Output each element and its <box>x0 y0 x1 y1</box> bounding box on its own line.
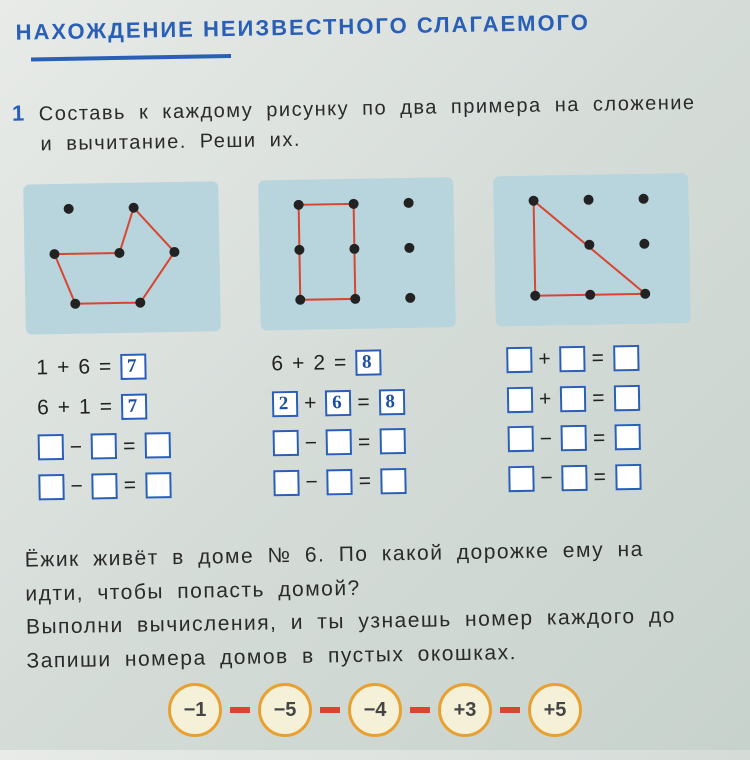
answer-box <box>561 425 587 451</box>
task-number: 1 <box>12 101 26 126</box>
operation-bubble: −5 <box>258 683 312 737</box>
answer-box <box>92 473 118 499</box>
equation-row: 2+6=8 <box>272 382 468 423</box>
answer-box <box>380 468 406 494</box>
answer-box <box>38 474 64 500</box>
answer-box <box>615 464 641 490</box>
answer-box <box>613 345 639 371</box>
equation-row: 1+6=7 <box>36 346 232 387</box>
answer-box: 8 <box>355 349 381 375</box>
answer-box <box>508 426 534 452</box>
task-2: Ёжик живёт в доме № 6. По какой дорожке … <box>19 531 750 678</box>
path-connector <box>230 707 250 713</box>
figures-row <box>23 172 746 335</box>
equations-row: 1+6=76+1=7−=−= 6+2=82+6=8−=−= +=+=−=−= <box>36 337 749 509</box>
answer-box <box>326 429 352 455</box>
figure-2 <box>258 177 456 330</box>
answer-box <box>91 434 117 460</box>
page-title: НАХОЖДЕНИЕ НЕИЗВЕСТНОГО СЛАГАЕМОГО <box>10 7 741 72</box>
answer-box <box>559 346 585 372</box>
equation-row: −= <box>508 457 704 498</box>
operation-bubble: −1 <box>168 683 222 737</box>
answer-box: 7 <box>121 393 147 419</box>
equation-row: −= <box>37 426 233 467</box>
answer-box <box>613 385 639 411</box>
answer-box <box>273 470 299 496</box>
answer-box <box>560 386 586 412</box>
equation-row: += <box>507 378 703 419</box>
operation-bubble: +3 <box>438 683 492 737</box>
eq-col-3: +=+=−=−= <box>506 338 704 501</box>
figure-3 <box>493 173 691 326</box>
task1-line2: и вычитание. Реши их. <box>40 129 301 156</box>
answer-box: 7 <box>120 353 146 379</box>
answer-box <box>273 430 299 456</box>
answer-box <box>508 466 534 492</box>
path-bubbles: −1 −5 −4 +3 +5 <box>0 660 750 760</box>
path-connector <box>320 707 340 713</box>
equation-row: 6+2=8 <box>271 342 467 383</box>
figure-1 <box>23 181 221 334</box>
eq-col-2: 6+2=82+6=8−=−= <box>271 342 469 505</box>
operation-bubble: +5 <box>528 683 582 737</box>
answer-box <box>506 347 532 373</box>
title-rule <box>31 54 231 61</box>
answer-box: 2 <box>272 391 298 417</box>
answer-box <box>507 386 533 412</box>
equation-row: −= <box>273 461 469 502</box>
eq-col-1: 1+6=76+1=7−=−= <box>36 346 234 509</box>
path-connector <box>500 707 520 713</box>
answer-box <box>614 424 640 450</box>
answer-box <box>327 469 353 495</box>
answer-box: 6 <box>325 390 351 416</box>
equation-row: += <box>506 338 702 379</box>
path-connector <box>410 707 430 713</box>
title-text: НАХОЖДЕНИЕ НЕИЗВЕСТНОГО СЛАГАЕМОГО <box>15 10 590 45</box>
answer-box <box>379 428 405 454</box>
equation-row: −= <box>272 422 468 463</box>
equation-row: −= <box>38 465 234 506</box>
answer-box <box>144 433 170 459</box>
task-1: 1 Составь к каждому рисунку по два приме… <box>12 84 743 160</box>
answer-box <box>145 472 171 498</box>
equation-row: −= <box>507 417 703 458</box>
operation-bubble: −4 <box>348 683 402 737</box>
equation-row: 6+1=7 <box>37 386 233 427</box>
answer-box <box>561 465 587 491</box>
answer-box <box>38 434 64 460</box>
answer-box: 8 <box>378 389 404 415</box>
